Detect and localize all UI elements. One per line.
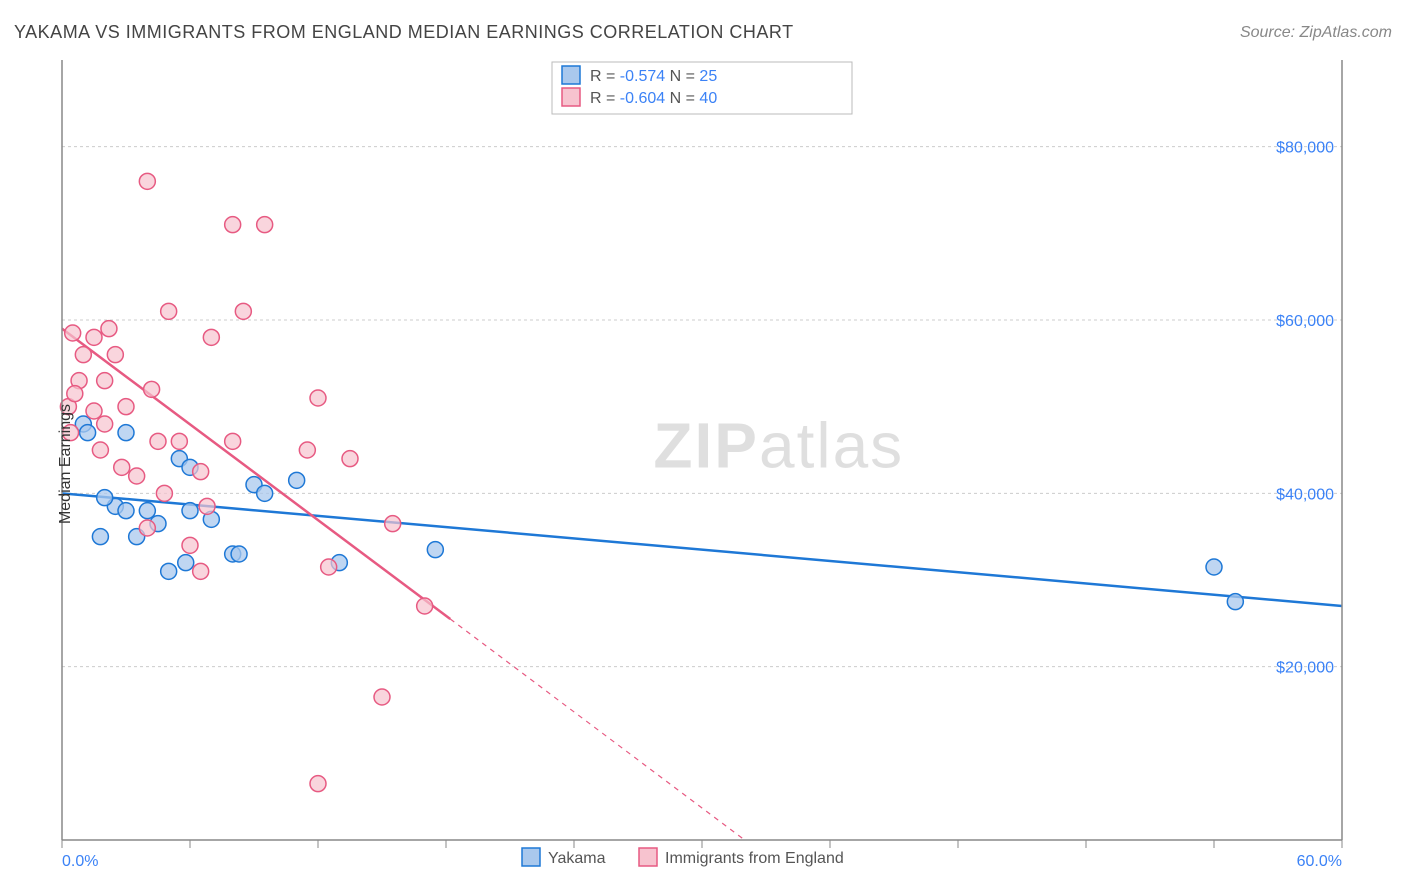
data-point (86, 329, 102, 345)
data-point (385, 516, 401, 532)
data-point (178, 555, 194, 571)
data-point (310, 776, 326, 792)
data-point (107, 347, 123, 363)
data-point (257, 217, 273, 233)
y-tick-label: $40,000 (1276, 486, 1334, 503)
data-point (114, 459, 130, 475)
data-point (182, 537, 198, 553)
data-point (139, 173, 155, 189)
data-point (97, 416, 113, 432)
data-point (67, 386, 83, 402)
data-point (374, 689, 390, 705)
data-point (257, 485, 273, 501)
data-point (118, 399, 134, 415)
data-point (1227, 594, 1243, 610)
data-point (139, 503, 155, 519)
legend-label: Yakama (548, 850, 606, 867)
legend-swatch (522, 848, 540, 866)
data-point (65, 325, 81, 341)
data-point (161, 563, 177, 579)
data-point (92, 529, 108, 545)
data-point (235, 303, 251, 319)
data-point (139, 520, 155, 536)
chart-source: Source: ZipAtlas.com (1240, 24, 1392, 42)
data-point (97, 490, 113, 506)
data-point (97, 373, 113, 389)
watermark: ZIPatlas (653, 409, 904, 481)
chart-header: YAKAMA VS IMMIGRANTS FROM ENGLAND MEDIAN… (14, 22, 1392, 43)
data-point (321, 559, 337, 575)
data-point (225, 433, 241, 449)
chart-container: Median Earnings ZIPatlas $20,000 $40,000 $6… (14, 50, 1392, 878)
data-point (80, 425, 96, 441)
data-point (129, 468, 145, 484)
legend-swatch (562, 88, 580, 106)
data-point (75, 347, 91, 363)
data-point (118, 503, 134, 519)
data-point (231, 546, 247, 562)
legend-row: R = -0.574 N = 25 (590, 68, 717, 85)
legend-swatch (562, 66, 580, 84)
data-point (299, 442, 315, 458)
trend-line (62, 493, 1342, 606)
y-tick-label: $80,000 (1276, 140, 1334, 157)
legend-swatch (639, 848, 657, 866)
data-point (203, 329, 219, 345)
y-tick-label: $60,000 (1276, 313, 1334, 330)
trend-extrapolation (450, 619, 744, 840)
data-point (310, 390, 326, 406)
data-point (171, 433, 187, 449)
chart-title: YAKAMA VS IMMIGRANTS FROM ENGLAND MEDIAN… (14, 22, 794, 43)
data-point (193, 563, 209, 579)
data-point (150, 433, 166, 449)
y-tick-label: $20,000 (1276, 660, 1334, 677)
x-end-label: 60.0% (1297, 853, 1342, 870)
data-point (342, 451, 358, 467)
data-point (92, 442, 108, 458)
data-point (427, 542, 443, 558)
data-point (1206, 559, 1222, 575)
legend-row: R = -0.604 N = 40 (590, 90, 717, 107)
data-point (118, 425, 134, 441)
correlation-chart: ZIPatlas $20,000 $40,000 $60,000 $80,000 0.0%… (14, 50, 1392, 878)
data-point (161, 303, 177, 319)
data-point (193, 464, 209, 480)
data-point (199, 498, 215, 514)
data-point (144, 381, 160, 397)
legend-label: Immigrants from England (665, 850, 844, 867)
data-point (101, 321, 117, 337)
data-point (225, 217, 241, 233)
y-axis-label: Median Earnings (57, 404, 75, 524)
data-point (156, 485, 172, 501)
data-point (182, 503, 198, 519)
data-point (417, 598, 433, 614)
x-start-label: 0.0% (62, 853, 98, 870)
data-point (86, 403, 102, 419)
data-point (289, 472, 305, 488)
